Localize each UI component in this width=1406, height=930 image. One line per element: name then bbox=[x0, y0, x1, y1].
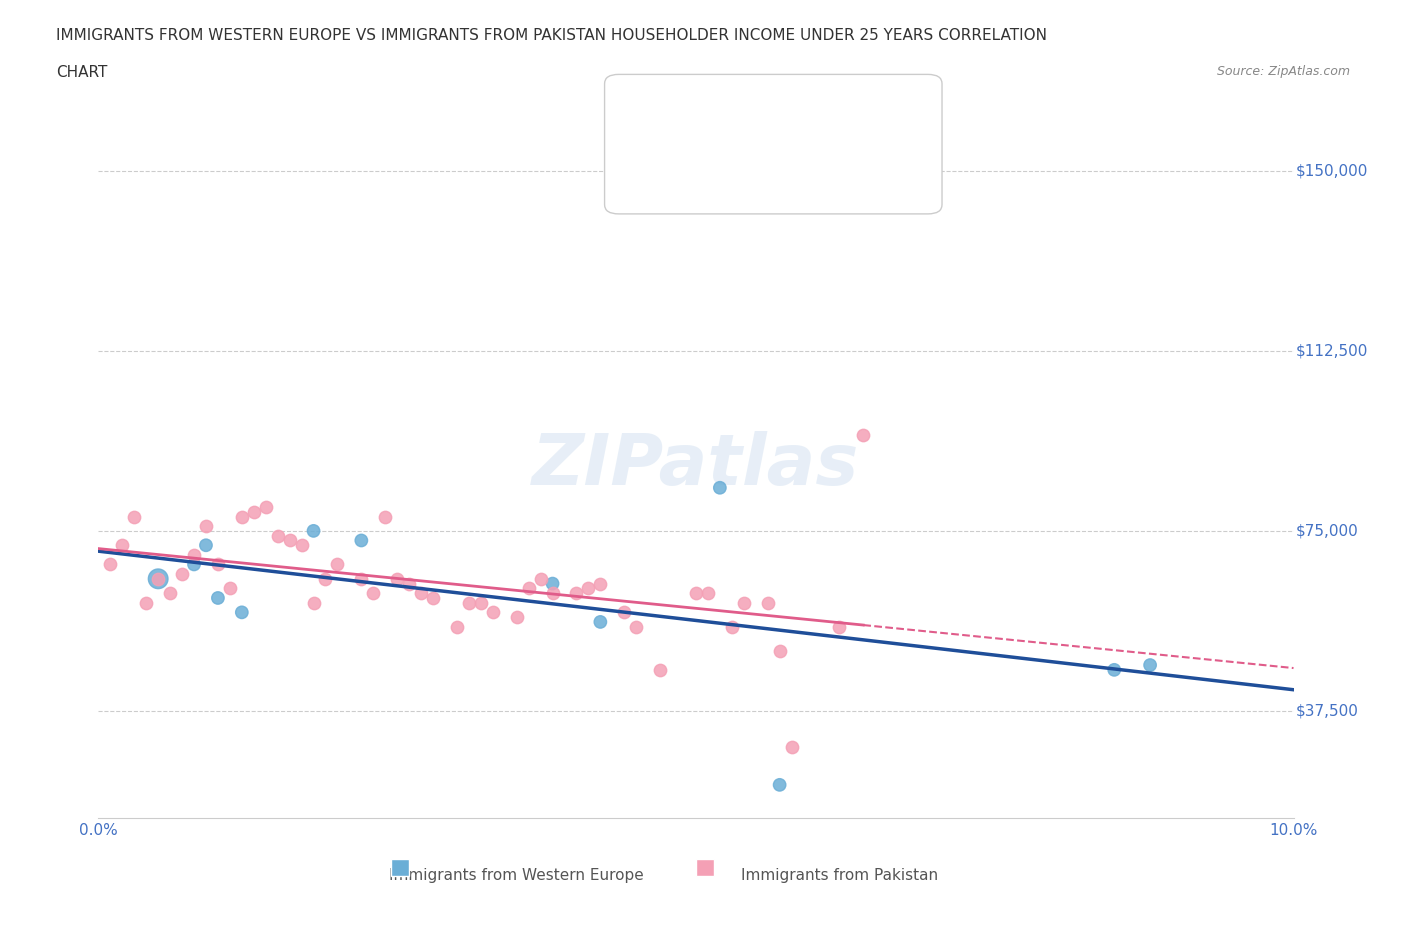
Point bbox=[733, 595, 755, 610]
Point bbox=[350, 533, 373, 548]
Text: IMMIGRANTS FROM WESTERN EUROPE VS IMMIGRANTS FROM PAKISTAN HOUSEHOLDER INCOME UN: IMMIGRANTS FROM WESTERN EUROPE VS IMMIGR… bbox=[56, 28, 1047, 43]
Point bbox=[254, 499, 277, 514]
Point bbox=[828, 619, 851, 634]
Point bbox=[458, 595, 481, 610]
FancyBboxPatch shape bbox=[696, 858, 714, 876]
Point bbox=[685, 586, 707, 601]
Point bbox=[769, 777, 792, 792]
Point bbox=[541, 586, 564, 601]
Point bbox=[697, 586, 720, 601]
Point bbox=[363, 586, 385, 601]
Point bbox=[530, 571, 553, 586]
Point bbox=[578, 581, 600, 596]
Text: $37,500: $37,500 bbox=[1296, 703, 1358, 718]
Point bbox=[148, 571, 170, 586]
Point bbox=[172, 566, 194, 581]
Point bbox=[207, 591, 229, 605]
Text: CHART: CHART bbox=[56, 65, 108, 80]
Point bbox=[111, 538, 134, 552]
Point bbox=[446, 619, 468, 634]
Point bbox=[278, 533, 301, 548]
Text: Source: ZipAtlas.com: Source: ZipAtlas.com bbox=[1216, 65, 1350, 78]
Point bbox=[302, 595, 325, 610]
Point bbox=[589, 615, 612, 630]
Point bbox=[626, 619, 648, 634]
Text: ZIPatlas: ZIPatlas bbox=[533, 431, 859, 499]
Point bbox=[613, 604, 636, 619]
Point bbox=[243, 504, 266, 519]
Point bbox=[709, 480, 731, 495]
Point bbox=[350, 571, 373, 586]
Point bbox=[183, 557, 205, 572]
Point bbox=[565, 586, 588, 601]
Point bbox=[517, 581, 540, 596]
Point bbox=[852, 428, 875, 443]
Point bbox=[482, 604, 505, 619]
Point bbox=[267, 528, 290, 543]
Point bbox=[385, 571, 409, 586]
Point bbox=[721, 619, 744, 634]
Point bbox=[326, 557, 349, 572]
Text: $75,000: $75,000 bbox=[1296, 524, 1358, 538]
Point bbox=[374, 509, 396, 524]
Point bbox=[231, 509, 253, 524]
Point bbox=[124, 509, 146, 524]
Point bbox=[219, 581, 242, 596]
Point bbox=[159, 586, 181, 601]
Point bbox=[769, 644, 792, 658]
Legend: R = -0.472    N = 13, R = -0.210    N = 50: R = -0.472 N = 13, R = -0.210 N = 50 bbox=[640, 120, 872, 192]
Point bbox=[506, 610, 529, 625]
Point bbox=[780, 739, 803, 754]
Point bbox=[135, 595, 157, 610]
Point bbox=[98, 557, 122, 572]
Point bbox=[302, 524, 325, 538]
Point bbox=[207, 557, 229, 572]
Point bbox=[195, 538, 218, 552]
Text: $112,500: $112,500 bbox=[1296, 344, 1368, 359]
Point bbox=[589, 577, 612, 591]
FancyBboxPatch shape bbox=[391, 858, 409, 876]
Point bbox=[183, 548, 205, 563]
Point bbox=[411, 586, 433, 601]
Point bbox=[148, 571, 170, 586]
Text: Immigrants from Western Europe: Immigrants from Western Europe bbox=[389, 868, 644, 883]
Point bbox=[398, 577, 420, 591]
Text: $150,000: $150,000 bbox=[1296, 164, 1368, 179]
Point bbox=[315, 571, 337, 586]
Point bbox=[1104, 662, 1126, 677]
Point bbox=[291, 538, 314, 552]
Point bbox=[422, 591, 444, 605]
Point bbox=[470, 595, 492, 610]
Point bbox=[541, 577, 564, 591]
Text: Immigrants from Pakistan: Immigrants from Pakistan bbox=[741, 868, 938, 883]
Point bbox=[1139, 658, 1161, 672]
Point bbox=[195, 519, 218, 534]
Point bbox=[650, 662, 672, 677]
Point bbox=[756, 595, 779, 610]
Point bbox=[231, 604, 253, 619]
